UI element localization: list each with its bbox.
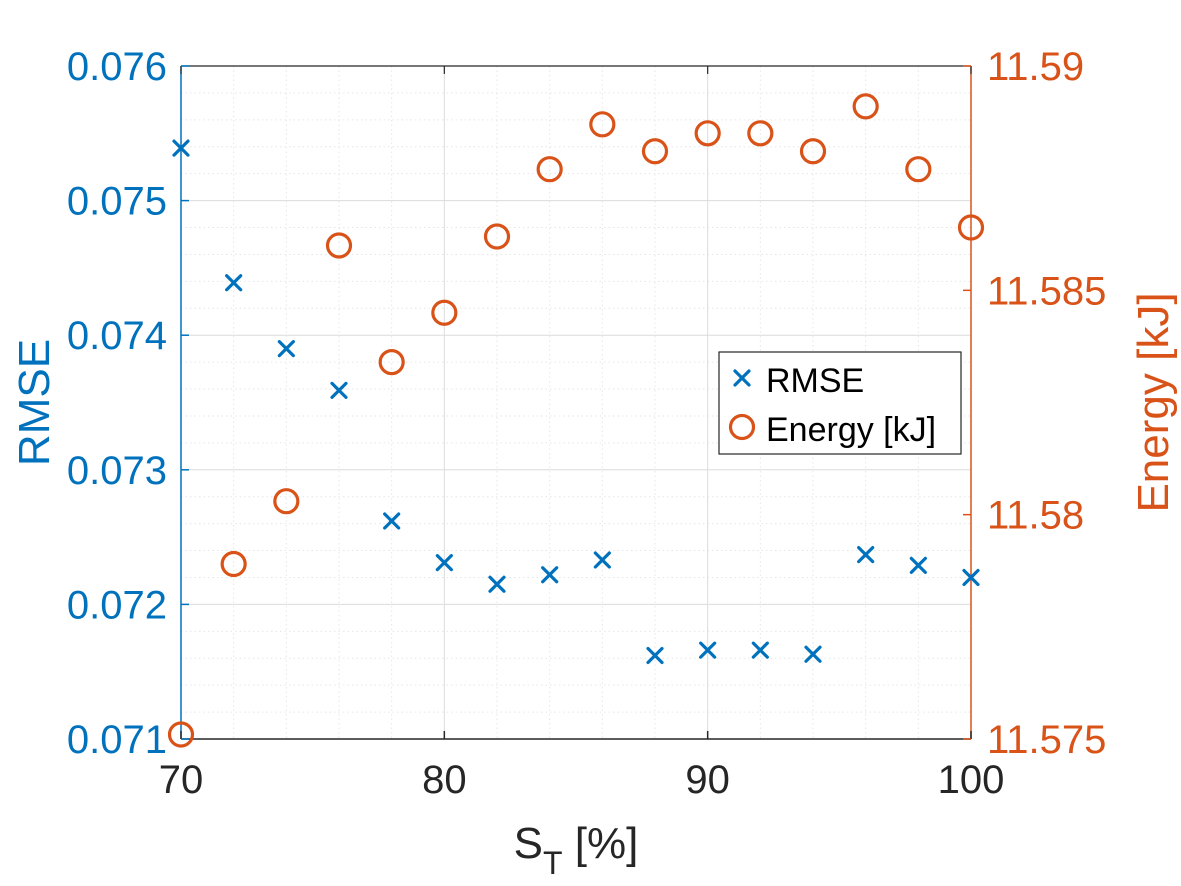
marker-x-stroke [172,139,190,157]
legend-energy-marker [728,413,756,441]
marker-x-stroke [733,369,751,387]
rmse-point [172,139,190,157]
rmse-point [593,551,611,569]
legend-rmse-marker [733,369,751,387]
legend-label-energy: Energy [kJ] [766,411,936,449]
rmse-point [277,340,295,358]
marker-x-stroke [383,512,401,530]
y-left-tick-label: 0.074 [67,314,167,358]
marker-x-stroke [962,568,980,587]
legend-box [718,351,962,455]
energy-point [957,214,985,241]
data-marks [167,93,985,748]
legend: RMSE Energy [kJ] [718,351,962,455]
rmse-point [435,554,453,572]
x-tick-label: 100 [938,758,1005,802]
energy-point [589,111,616,138]
energy-point [641,138,669,165]
y-left-axis-label: RMSE [10,339,59,466]
axes: 70 80 90 100 0.071 0.072 0.073 0.074 0.075 0.076 1… [10,45,1178,881]
rmse-point [488,575,506,593]
y-left-tick-label: 0.076 [67,45,167,89]
marker-x-stroke [593,551,611,569]
marker-x-stroke [909,556,927,574]
y-left-tick-label: 0.071 [67,718,167,762]
energy-point [483,223,511,250]
x-tick-label: 70 [159,758,204,802]
energy-point [536,156,563,183]
marker-x-stroke [751,641,769,659]
rmse-point [646,646,664,665]
marker-x-stroke [857,545,875,564]
y-right-axis-label: Energy [kJ] [1129,292,1178,512]
x-axis-label-subscript: T [543,845,563,881]
legend-label-rmse: RMSE [766,362,864,400]
energy-point [694,120,721,147]
marker-x-stroke [699,641,717,659]
energy-point [378,349,405,376]
rmse-point [804,645,822,663]
y-right-tick-label: 11.58 [987,494,1084,538]
rmse-point [962,568,980,587]
energy-point [799,138,827,165]
marker-x-stroke [277,340,295,358]
y-right-tick-label: 11.575 [987,718,1106,762]
marker-x-stroke [646,646,664,665]
rmse-point [383,512,401,530]
x-axis-label: ST [%] [514,819,639,881]
energy-point [273,488,300,515]
rmse-point [225,274,243,292]
energy-point [220,550,247,578]
energy-point [905,156,932,183]
energy-point [747,120,774,147]
rmse-point [330,381,348,399]
x-tick-label: 90 [685,758,730,802]
x-axis-label-unit: [%] [563,819,639,868]
y-right-tick-label: 11.59 [987,45,1084,89]
rmse-point [751,641,769,659]
energy-point [167,721,195,748]
rmse-point [699,641,717,659]
rmse-point [541,566,559,584]
x-tick-label: 80 [422,758,467,802]
marker-x-stroke [435,554,453,572]
marker-x-stroke [488,575,506,593]
marker-x-stroke [330,381,348,399]
y-left-tick-label: 0.075 [67,180,167,224]
marker-x-stroke [804,645,822,663]
marker-x-stroke [225,274,243,292]
y-left-tick-label: 0.072 [67,583,167,627]
y-right-tick-label: 11.585 [987,269,1106,313]
x-axis-label-main: S [514,819,543,868]
energy-point [852,93,879,120]
marker-x-stroke [541,566,559,584]
energy-point [325,232,353,259]
energy-point [431,299,458,326]
rmse-point [857,545,875,564]
y-left-tick-label: 0.073 [67,449,167,493]
rmse-point [909,556,927,574]
